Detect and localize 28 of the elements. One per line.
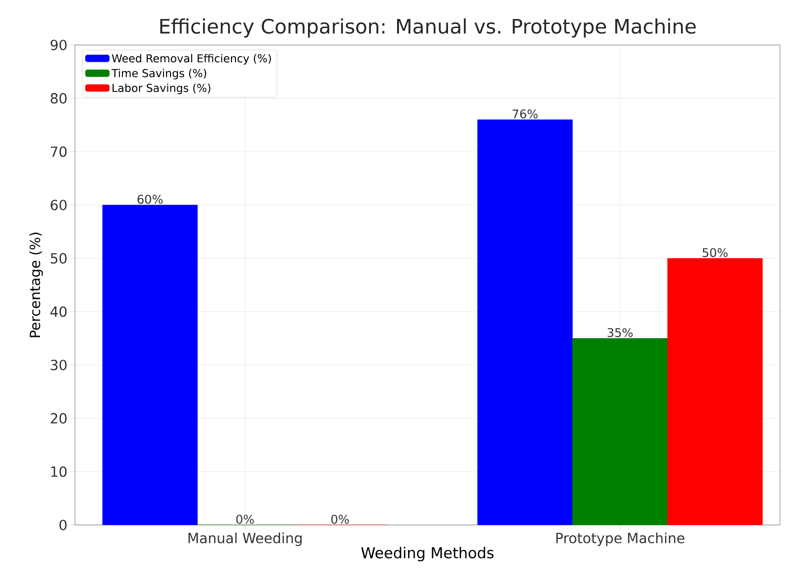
x-tick-label: Manual Weeding bbox=[188, 532, 302, 546]
y-tick-label: 80 bbox=[50, 93, 67, 104]
y-tick-label: 70 bbox=[50, 146, 67, 157]
data-label: 50% bbox=[702, 248, 728, 258]
chart-title: Efficiency Comparison: Manual vs. Prototype Machine bbox=[160, 18, 696, 38]
y-tick-label: 0 bbox=[60, 520, 67, 530]
x-axis-title: Weeding Methods bbox=[361, 546, 494, 562]
y-tick-label: 30 bbox=[50, 360, 67, 370]
bar bbox=[477, 120, 573, 525]
legend-label: Labor Savings (%) bbox=[112, 84, 210, 94]
bar bbox=[102, 204, 198, 525]
y-tick-label: 90 bbox=[50, 40, 67, 50]
data-label: 35% bbox=[608, 328, 633, 338]
x-tick-label: Prototype Machine bbox=[556, 532, 684, 546]
data-label: 0% bbox=[236, 514, 254, 524]
y-tick-label: 50 bbox=[50, 253, 67, 264]
y-tick-label: 10 bbox=[51, 466, 67, 477]
data-label: 0% bbox=[331, 514, 349, 524]
data-label: 60% bbox=[138, 194, 163, 204]
y-axis-title: Percentage (%) bbox=[29, 232, 43, 338]
bar bbox=[572, 338, 668, 525]
bar bbox=[667, 258, 763, 525]
y-tick-label: 60 bbox=[50, 200, 67, 210]
y-tick-label: 20 bbox=[50, 413, 67, 424]
legend-label: Time Savings (%) bbox=[112, 68, 206, 80]
y-tick-label: 40 bbox=[50, 306, 67, 317]
data-label: 76% bbox=[512, 109, 538, 118]
legend-label: Weed Removal Efficiency (%) bbox=[112, 54, 271, 65]
